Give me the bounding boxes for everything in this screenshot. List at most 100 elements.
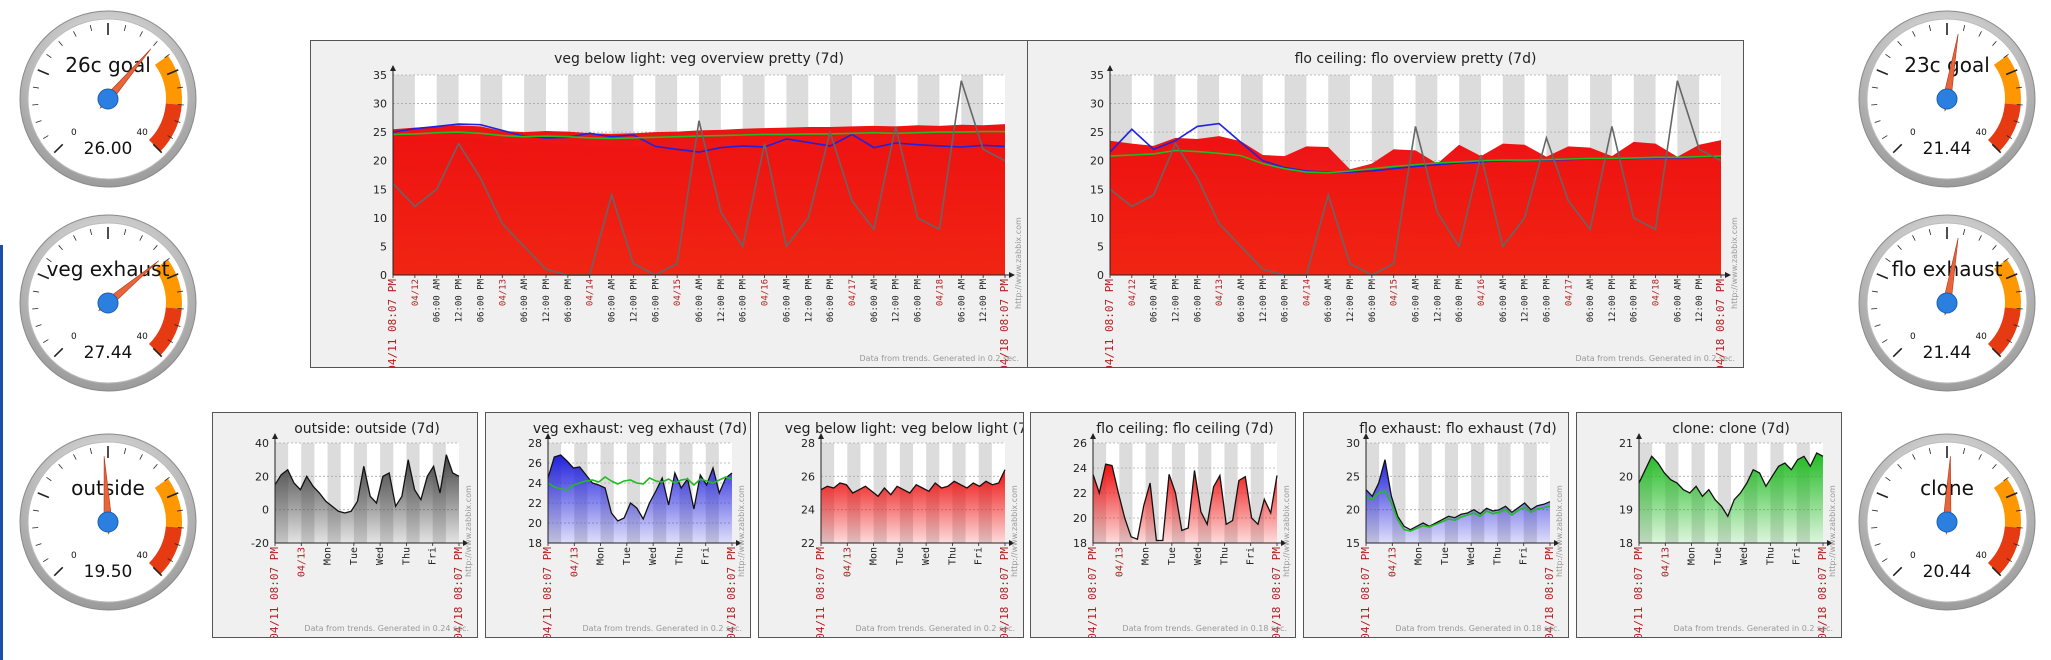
x-tick-label: 06:00 AM	[1499, 278, 1509, 322]
x-tick-label: 12:00 PM	[1608, 278, 1618, 322]
gauge-tick	[1978, 454, 1982, 460]
x-tick-label: 04/13	[1114, 547, 1125, 577]
x-tick-label: 04/18 08:07 PM	[1816, 547, 1829, 637]
y-tick-label: 15	[1346, 537, 1360, 550]
graph-title: flo ceiling: flo overview pretty (7d)	[1295, 51, 1537, 67]
gauge-tick	[139, 235, 143, 241]
gauge-tick	[166, 273, 179, 280]
x-axis-arrow	[463, 540, 469, 546]
x-tick-label: 04/11 08:07 PM	[1359, 547, 1372, 637]
gauge-23c-goal: 0 40 23c goal 21.44	[1852, 4, 2042, 194]
gauge-tick	[2006, 339, 2013, 344]
gauge-tick	[1874, 543, 1881, 546]
gauge-min-label: 0	[71, 128, 77, 138]
x-tick-label: 06:00 PM	[914, 278, 924, 322]
gauge-danger-band	[149, 307, 182, 356]
y-tick-label: 18	[528, 537, 542, 550]
y-tick-label: 22	[528, 497, 542, 510]
x-tick-label: 04/18	[1652, 279, 1662, 306]
gauge-tick	[1912, 235, 1916, 241]
x-tick-label: 12:00 PM	[892, 278, 902, 322]
series-area	[393, 124, 1005, 275]
gauge-warning-band	[1993, 478, 2021, 528]
gauge-tick	[58, 40, 63, 47]
x-axis-arrow	[736, 540, 742, 546]
graph-flo-ceiling-panel[interactable]: flo ceiling: flo ceiling (7d) 18 20 22 24 26 0…	[1030, 412, 1296, 638]
gauge-flo-exhaust: 0 40 flo exhaust 21.44	[1852, 208, 2042, 398]
y-tick-label: 10	[373, 212, 387, 225]
gauge-dial: 0 40 23c goal 21.44	[1858, 10, 2036, 188]
gauge-tick	[1897, 40, 1902, 47]
graph-clone-panel[interactable]: clone: clone (7d) 18 19 20 21 04/11 08:07 PM 0…	[1576, 412, 1842, 638]
x-tick-label: 04/18 08:07 PM	[998, 547, 1011, 637]
gauge-tick	[1991, 566, 2002, 577]
gauge-title: 23c goal	[1904, 53, 1990, 77]
gauge-tick	[1991, 347, 2002, 358]
gauge-tick	[58, 244, 63, 251]
x-tick-label: 04/18 08:07 PM	[1543, 547, 1556, 637]
gauge-veg-exhaust: 0 40 veg exhaust 27.44	[13, 208, 203, 398]
y-tick-label: 18	[1073, 537, 1087, 550]
y-tick-label: 19	[1619, 504, 1633, 517]
gauge-max-label: 40	[136, 332, 148, 342]
x-tick-label: Wed	[375, 547, 386, 565]
gauge-hub	[1936, 88, 1958, 110]
x-tick-label: 04/13	[1387, 547, 1398, 577]
y-tick-label: 21	[1619, 437, 1633, 450]
gauge-tick	[53, 566, 64, 577]
gauge-tick	[1876, 69, 1889, 76]
gauge-value: 27.44	[84, 343, 133, 363]
gauge-tick	[35, 543, 42, 546]
x-tick-label: 12:00 PM	[1433, 278, 1443, 322]
graph-outside-panel[interactable]: outside: outside (7d) -20 0 20 40 04/11 08:07…	[212, 412, 478, 638]
gauge-danger-band	[1988, 526, 2021, 575]
graph-flo-overview-panel[interactable]: flo ceiling: flo overview pretty (7d) 0 5 1…	[1027, 40, 1744, 368]
graph-veg-exhaust-panel[interactable]: veg exhaust: veg exhaust (7d) 18 20 22 24 26 2…	[485, 412, 751, 638]
gauge-tick	[1881, 558, 1888, 563]
gauge-tick	[42, 339, 49, 344]
gauge-max-label: 40	[136, 551, 148, 561]
gauge-tick	[89, 229, 93, 236]
graph-title: clone: clone (7d)	[1672, 421, 1790, 437]
graph-veg-below-light-panel[interactable]: veg below light: veg below light (7d) 22 2…	[758, 412, 1024, 638]
graph-veg-overview-panel[interactable]: veg below light: veg overview pretty (7d…	[310, 40, 1028, 368]
gauge-tick	[1885, 54, 1891, 59]
gauge-tick	[2005, 492, 2018, 499]
gauge-tick	[1978, 31, 1982, 37]
zabbix-watermark: http://www.zabbix.com	[1555, 485, 1564, 577]
y-axis-arrow	[390, 65, 396, 71]
x-tick-label: 06:00 AM	[1324, 278, 1334, 322]
gauge-hub	[97, 511, 119, 533]
gauge-tick	[89, 448, 93, 455]
zabbix-watermark: http://www.zabbix.com	[1010, 485, 1019, 577]
gauge-26c-goal: 0 40 26c goal 26.00	[13, 4, 203, 194]
graph-flo-exhaust-panel[interactable]: flo exhaust: flo exhaust (7d) 15 20 25 30 04/…	[1303, 412, 1569, 638]
y-tick-label: 24	[801, 504, 815, 517]
gauge-hub	[97, 292, 119, 314]
x-tick-label: Fri	[974, 547, 985, 565]
y-axis-arrow	[1090, 433, 1096, 439]
x-tick-label: 04/14	[1302, 279, 1312, 306]
x-tick-label: 06:00 AM	[1237, 278, 1247, 322]
x-tick-label: Fri	[428, 547, 439, 565]
gauge-warning-band	[154, 478, 183, 528]
x-tick-label: 04/13	[569, 547, 580, 577]
y-tick-label: 0	[380, 269, 387, 282]
gauge-danger-band	[149, 526, 182, 575]
y-tick-label: 20	[1073, 512, 1087, 525]
zabbix-watermark: http://www.zabbix.com	[1730, 217, 1739, 309]
gauge-tick	[1892, 143, 1903, 154]
x-tick-label: 12:00 PM	[1171, 278, 1181, 322]
gauge-tick	[2005, 273, 2018, 280]
gauge-tick	[2013, 120, 2020, 123]
gauge-tick	[1881, 135, 1888, 140]
x-axis-arrow	[1009, 272, 1015, 278]
y-tick-label: 5	[380, 240, 387, 253]
x-tick-label: 04/11 08:07 PM	[268, 547, 281, 637]
gauge-danger-band	[149, 103, 182, 152]
gauge-tick	[1871, 290, 1878, 293]
gauge-tick	[1876, 492, 1889, 499]
x-tick-label: 12:00 PM	[717, 278, 727, 322]
series-outline	[274, 454, 460, 514]
